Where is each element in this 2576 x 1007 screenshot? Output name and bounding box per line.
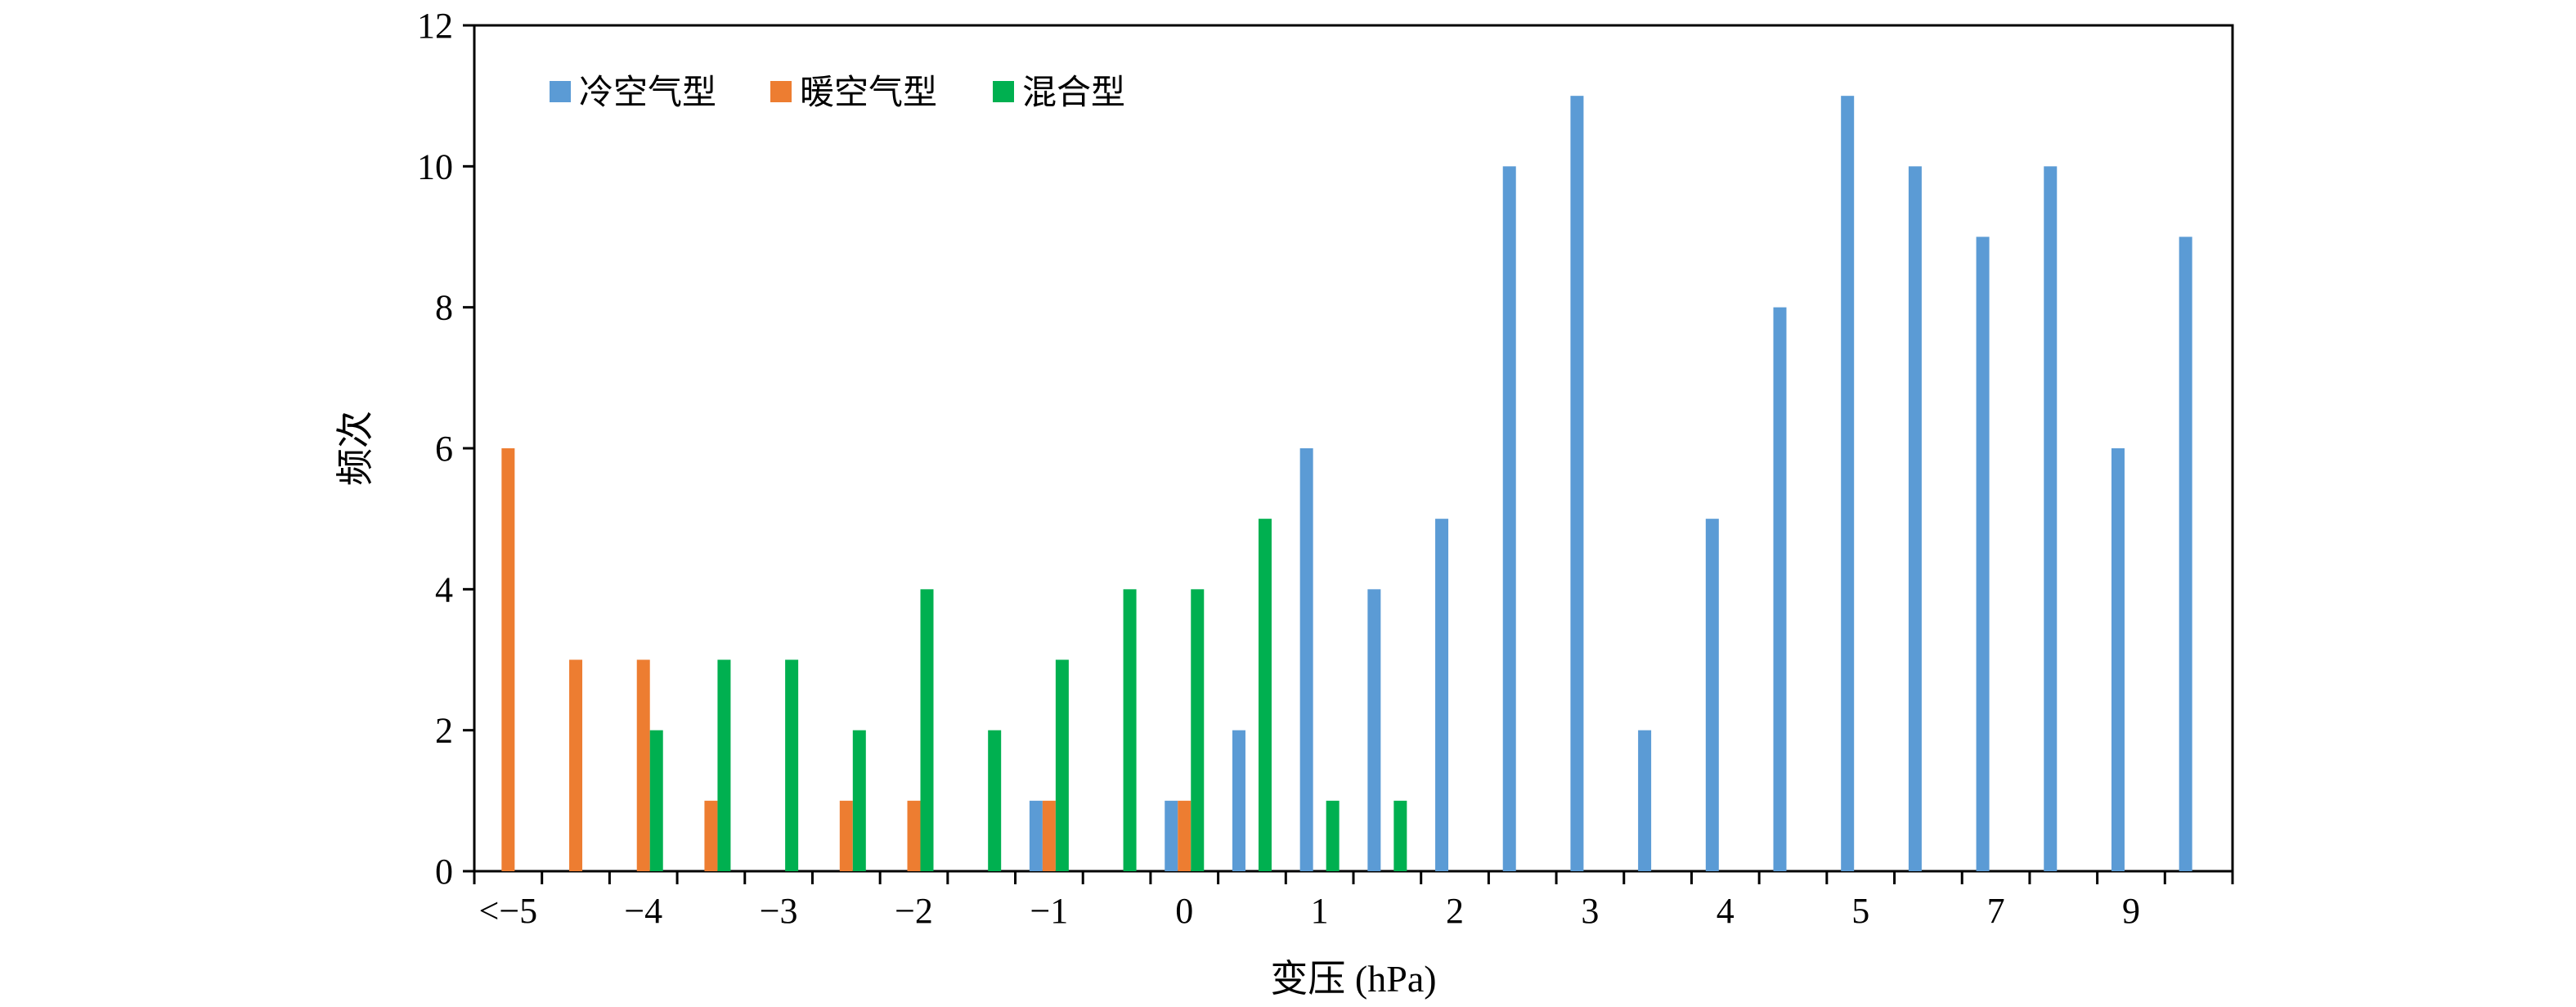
bar [1232, 730, 1245, 871]
bar [1502, 166, 1516, 872]
bar [704, 800, 718, 871]
x-tick-label: −2 [895, 891, 933, 931]
bar [1191, 589, 1205, 871]
x-tick-label: 0 [1175, 891, 1193, 931]
plot-frame [473, 24, 2234, 873]
y-axis: 0 2 4 6 8 10 12 [417, 6, 474, 892]
bar [1299, 448, 1313, 871]
y-tick-label: 8 [435, 288, 453, 328]
bar [852, 730, 866, 871]
bar [1705, 519, 1719, 871]
bar [988, 730, 1002, 871]
x-axis: <−5 −4 −3 −2 −1 0 1 2 3 4 5 7 9 [473, 871, 2234, 931]
bar [1258, 519, 1272, 871]
bar [2111, 448, 2125, 871]
bar [1178, 800, 1192, 871]
bar [1393, 800, 1407, 871]
legend-label: 冷空气型 [579, 72, 716, 112]
bar [2179, 236, 2192, 871]
bar [1055, 659, 1069, 871]
bar [1773, 307, 1787, 872]
legend: 冷空气型 暖空气型 混合型 [550, 72, 1125, 112]
x-tick-label: 5 [1851, 891, 1869, 931]
bar [1570, 96, 1584, 871]
bar [839, 800, 853, 871]
x-tick-label: 9 [2122, 891, 2140, 931]
y-tick-label: 6 [435, 429, 453, 469]
bar [649, 730, 663, 871]
y-tick-label: 0 [435, 852, 453, 892]
x-tick-label: −4 [624, 891, 662, 931]
bar [1367, 589, 1381, 871]
bar [1435, 519, 1449, 871]
bar [1042, 800, 1056, 871]
bar [1165, 800, 1178, 871]
x-tick-label: 3 [1581, 891, 1599, 931]
bar [907, 800, 921, 871]
legend-swatch [993, 81, 1014, 102]
bar [1029, 800, 1043, 871]
x-tick-label: 4 [1717, 891, 1735, 931]
bar [569, 659, 583, 871]
y-tick-label: 12 [417, 6, 453, 46]
bar [920, 589, 934, 871]
bar [1976, 236, 1990, 871]
y-tick-label: 2 [435, 711, 453, 751]
x-tick-label: 2 [1446, 891, 1464, 931]
bar [501, 448, 515, 871]
bar [1123, 589, 1137, 871]
bar [636, 659, 650, 871]
x-tick-label: −1 [1030, 891, 1068, 931]
y-axis-title: 频次 [334, 411, 376, 486]
bar [1326, 800, 1340, 871]
bar [2044, 166, 2058, 872]
x-axis-title: 变压 (hPa) [1270, 958, 1436, 1000]
x-tick-label: −3 [760, 891, 798, 931]
x-tick-label: 7 [1987, 891, 2005, 931]
legend-label: 暖空气型 [800, 72, 937, 112]
x-tick-label: <−5 [479, 891, 538, 931]
y-tick-label: 10 [417, 146, 453, 187]
bar [717, 659, 731, 871]
legend-swatch [550, 81, 571, 102]
bars [501, 96, 2192, 872]
x-tick-label: 1 [1311, 891, 1329, 931]
bar [1908, 166, 1922, 872]
bar [1638, 730, 1652, 871]
legend-label: 混合型 [1022, 72, 1125, 112]
bar [1841, 96, 1855, 871]
y-tick-label: 4 [435, 569, 453, 609]
bar [785, 659, 799, 871]
legend-swatch [770, 81, 792, 102]
